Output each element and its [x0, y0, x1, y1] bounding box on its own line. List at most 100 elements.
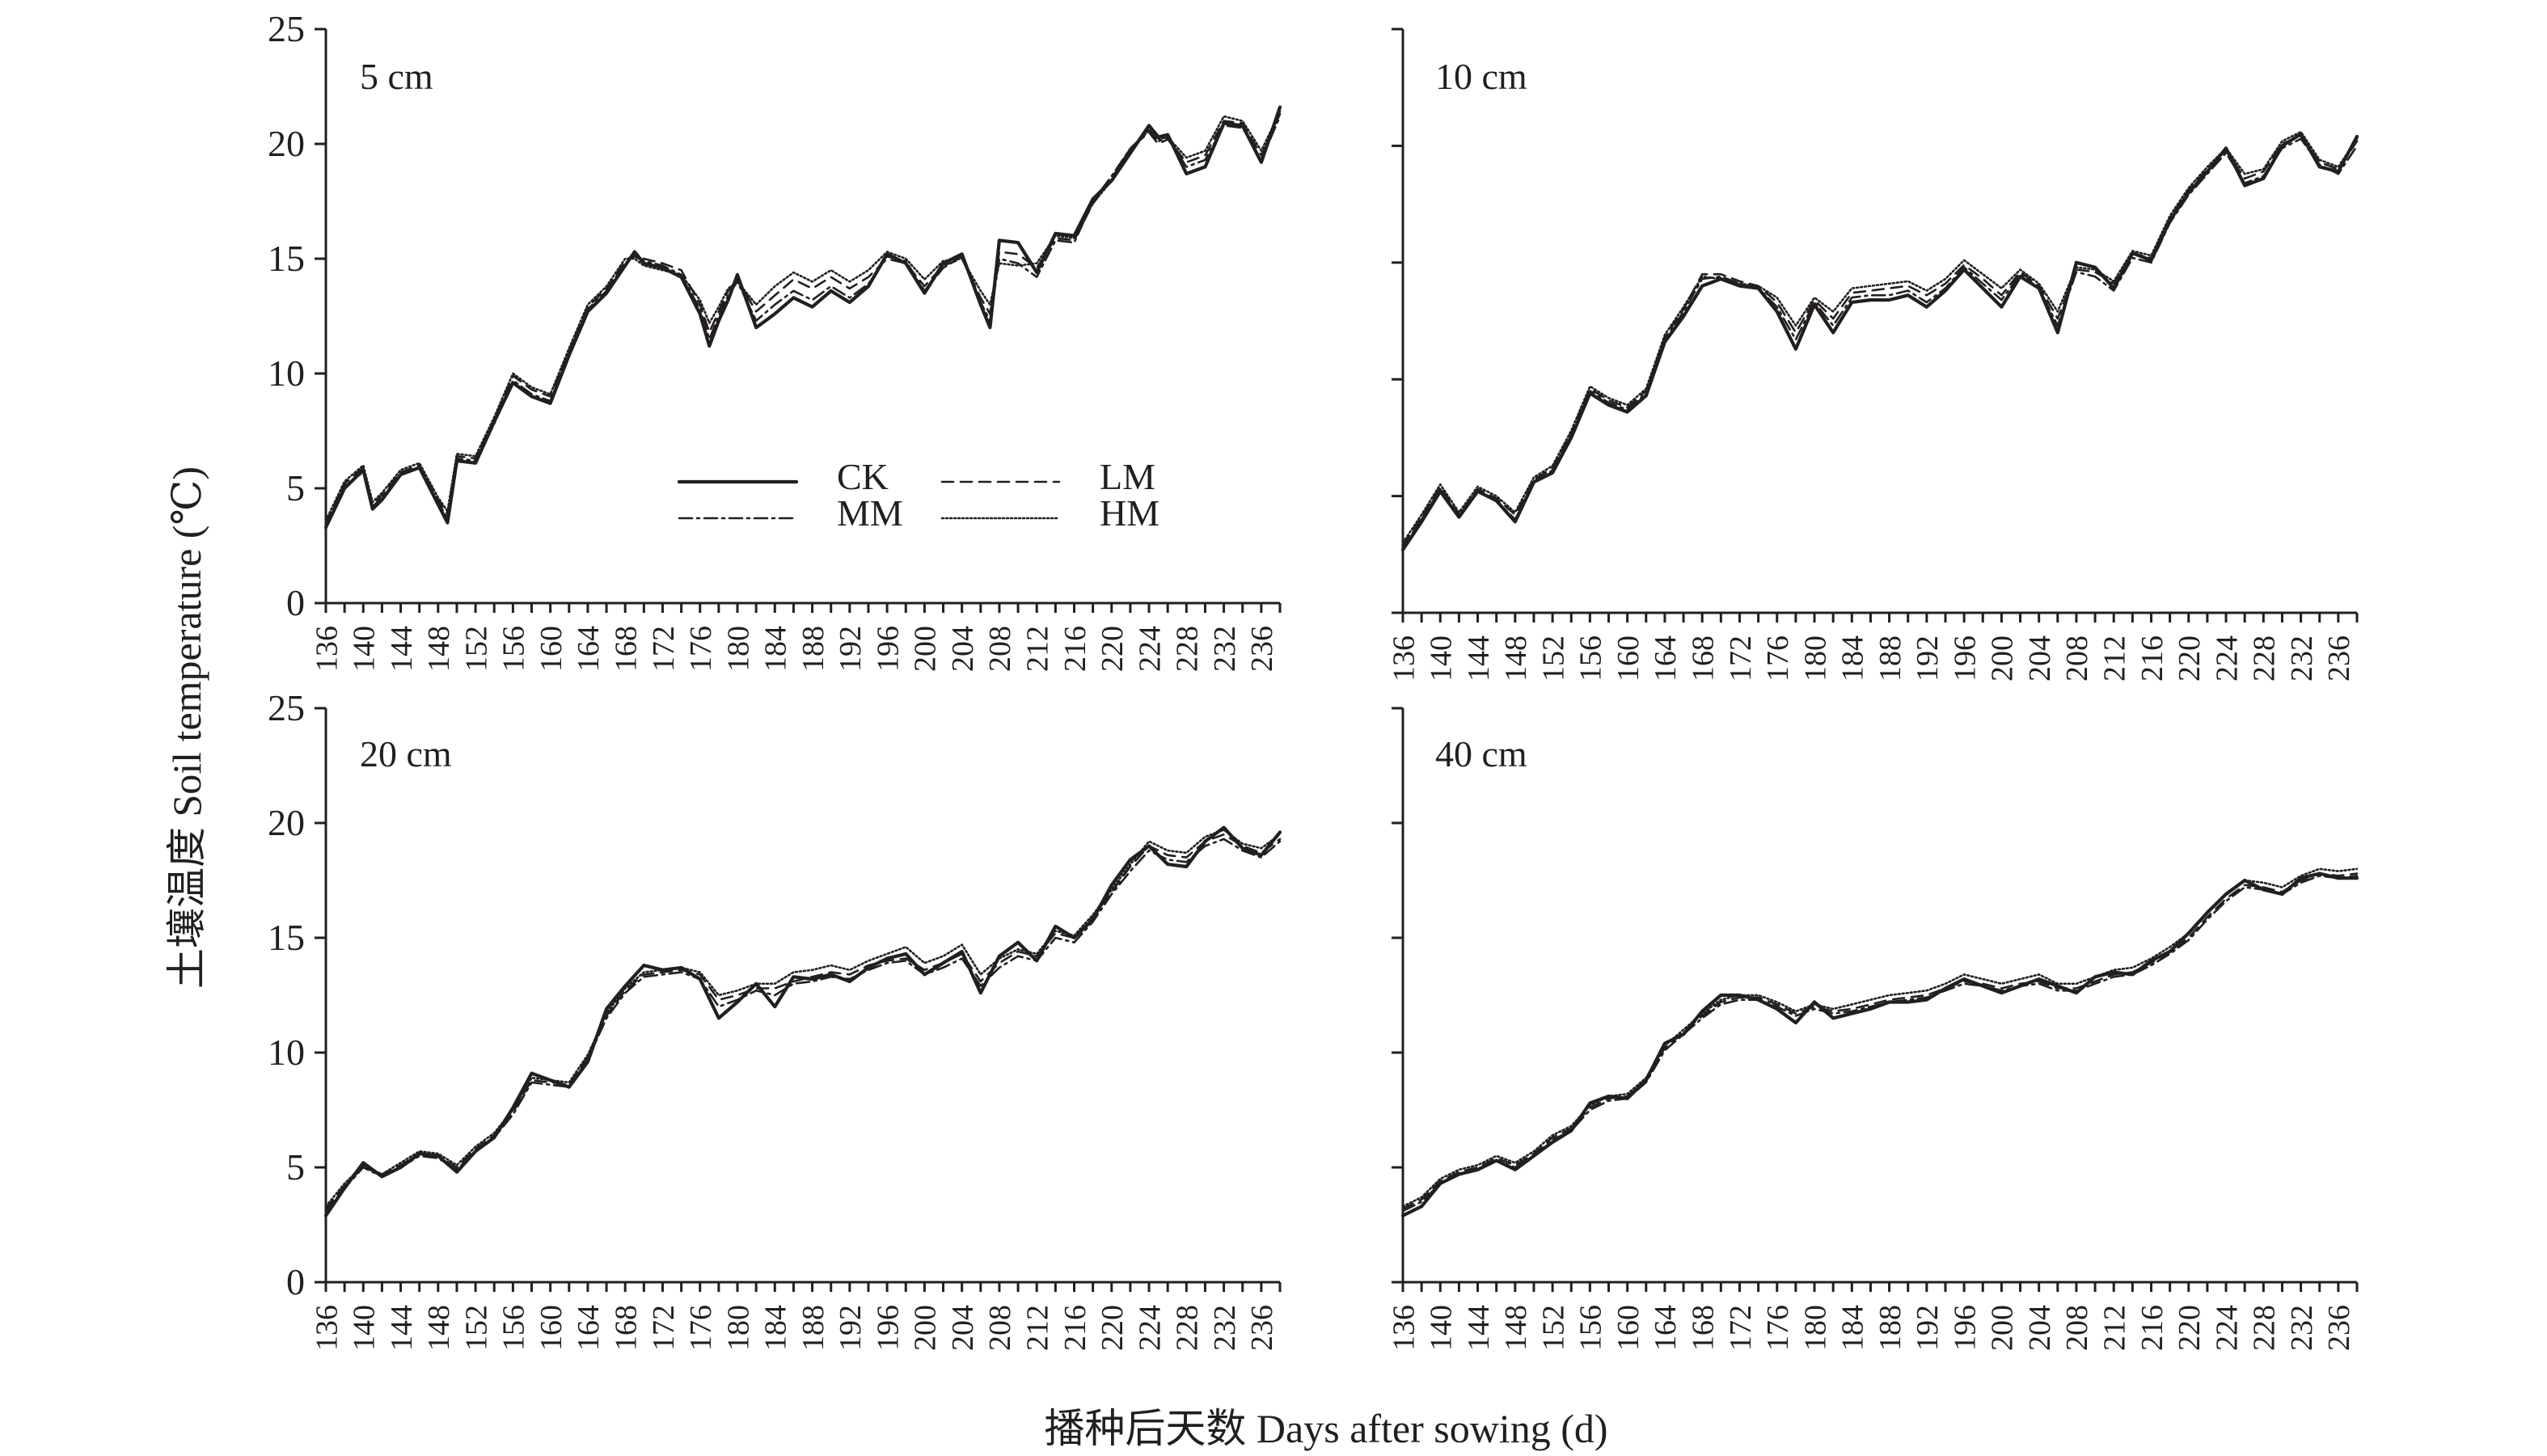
x-tick-label-5cm: 172: [647, 626, 681, 672]
series-line-lm-10cm: [1401, 135, 2359, 547]
x-tick-label-20cm: 204: [946, 1305, 980, 1351]
series-line-mm-20cm: [324, 838, 1282, 1213]
y-tick-label-20cm: 25: [268, 687, 305, 728]
x-tick-label-20cm: 212: [1021, 1305, 1055, 1351]
y-tick-label-20cm: 20: [268, 802, 305, 843]
x-tick-label-40cm: 184: [1836, 1305, 1870, 1351]
x-tick-label-5cm: 156: [497, 626, 531, 672]
x-tick-label-40cm: 180: [1798, 1305, 1832, 1351]
x-tick-label-40cm: 200: [1986, 1305, 2020, 1351]
x-tick-label-10cm: 180: [1798, 635, 1832, 682]
series-line-hm-20cm: [324, 829, 1282, 1208]
x-tick-label-10cm: 148: [1499, 635, 1533, 682]
series-line-mm-10cm: [1401, 137, 2359, 549]
series-line-lm-20cm: [324, 833, 1282, 1210]
x-tick-label-40cm: 220: [2173, 1305, 2207, 1351]
x-tick-label-10cm: 232: [2285, 635, 2319, 682]
x-tick-label-5cm: 224: [1133, 626, 1167, 672]
legend-label-mm: MM: [837, 492, 903, 534]
x-tick-label-5cm: 204: [946, 626, 980, 672]
x-tick-label-5cm: 144: [385, 626, 419, 672]
y-tick-label-5cm: 20: [268, 123, 305, 164]
legend-label-hm: HM: [1100, 492, 1159, 534]
x-axis-title: 播种后天数 Days after sowing (d): [1044, 1406, 1607, 1451]
series-line-mm-5cm: [324, 115, 1282, 526]
x-tick-label-5cm: 168: [609, 626, 643, 672]
y-tick-label-20cm: 0: [286, 1261, 305, 1302]
x-tick-label-20cm: 164: [572, 1305, 606, 1351]
x-tick-label-20cm: 140: [348, 1305, 382, 1351]
x-tick-label-5cm: 180: [721, 626, 755, 672]
x-tick-label-10cm: 136: [1387, 635, 1421, 682]
y-tick-label-20cm: 15: [268, 917, 305, 958]
x-tick-label-20cm: 232: [1208, 1305, 1242, 1351]
x-tick-label-40cm: 204: [2023, 1305, 2057, 1351]
x-tick-label-5cm: 184: [759, 626, 793, 672]
x-tick-label-5cm: 152: [459, 626, 493, 672]
x-tick-label-40cm: 136: [1387, 1305, 1421, 1351]
x-tick-label-40cm: 144: [1462, 1305, 1496, 1351]
x-tick-label-5cm: 212: [1021, 626, 1055, 672]
x-tick-label-40cm: 188: [1873, 1305, 1907, 1351]
x-tick-label-40cm: 196: [1948, 1305, 1982, 1351]
y-tick-label-5cm: 5: [286, 467, 305, 509]
x-tick-label-40cm: 212: [2098, 1305, 2132, 1351]
x-tick-label-20cm: 216: [1058, 1305, 1092, 1351]
legend-label-ck: CK: [837, 456, 889, 497]
x-tick-label-40cm: 168: [1686, 1305, 1720, 1351]
panel-label-20cm: 20 cm: [360, 733, 452, 774]
x-tick-label-20cm: 160: [534, 1305, 568, 1351]
series-line-lm-40cm: [1401, 872, 2359, 1210]
series-line-mm-40cm: [1401, 875, 2359, 1213]
series-line-hm-10cm: [1401, 130, 2359, 544]
x-tick-label-20cm: 136: [310, 1305, 344, 1351]
x-tick-label-40cm: 224: [2210, 1305, 2244, 1351]
x-tick-label-5cm: 232: [1208, 626, 1242, 672]
x-tick-label-5cm: 192: [834, 626, 868, 672]
x-tick-label-40cm: 140: [1425, 1305, 1459, 1351]
panel-label-5cm: 5 cm: [360, 56, 433, 97]
x-tick-label-10cm: 236: [2322, 635, 2356, 682]
panel-40cm: 136 140 144 148 152 156 160 164 168 172 176 180 184 1…: [1387, 707, 2359, 1351]
x-tick-label-5cm: 200: [909, 626, 943, 672]
x-tick-label-10cm: 228: [2248, 635, 2282, 682]
x-tick-label-10cm: 224: [2210, 635, 2244, 682]
x-tick-label-10cm: 204: [2023, 635, 2057, 682]
x-tick-label-40cm: 160: [1611, 1305, 1645, 1351]
x-tick-label-10cm: 160: [1611, 635, 1645, 682]
x-tick-label-10cm: 172: [1724, 635, 1758, 682]
x-tick-label-10cm: 140: [1425, 635, 1459, 682]
x-tick-label-20cm: 224: [1133, 1305, 1167, 1351]
x-tick-label-10cm: 208: [2060, 635, 2094, 682]
x-tick-label-10cm: 192: [1911, 635, 1945, 682]
legend-label-lm: LM: [1100, 456, 1155, 497]
x-tick-label-20cm: 176: [684, 1305, 718, 1351]
x-tick-label-10cm: 212: [2098, 635, 2132, 682]
x-tick-label-20cm: 148: [422, 1305, 456, 1351]
x-tick-label-5cm: 176: [684, 626, 718, 672]
y-tick-label-20cm: 5: [286, 1146, 305, 1188]
y-tick-label-20cm: 10: [268, 1032, 305, 1073]
x-tick-label-5cm: 136: [310, 626, 344, 672]
x-tick-label-40cm: 172: [1724, 1305, 1758, 1351]
x-tick-label-5cm: 228: [1171, 626, 1205, 672]
x-tick-label-40cm: 208: [2060, 1305, 2094, 1351]
x-tick-label-10cm: 216: [2135, 635, 2169, 682]
series-line-ck-10cm: [1400, 132, 2359, 552]
x-tick-label-20cm: 192: [834, 1305, 868, 1351]
panel-20cm: 0 5 10 15 20 25 136 140 144 148 152 156 160 164 168 172…: [268, 687, 1282, 1351]
x-tick-label-40cm: 164: [1649, 1305, 1683, 1351]
x-tick-label-10cm: 184: [1836, 635, 1870, 682]
x-tick-label-20cm: 196: [871, 1305, 905, 1351]
x-tick-label-20cm: 200: [909, 1305, 943, 1351]
x-tick-label-20cm: 184: [759, 1305, 793, 1351]
x-tick-label-40cm: 152: [1536, 1305, 1570, 1351]
x-tick-label-20cm: 220: [1096, 1305, 1130, 1351]
x-tick-label-10cm: 196: [1948, 635, 1982, 682]
x-tick-label-40cm: 192: [1911, 1305, 1945, 1351]
x-tick-label-40cm: 156: [1574, 1305, 1608, 1351]
y-tick-label-5cm: 25: [268, 8, 305, 49]
x-tick-label-20cm: 172: [647, 1305, 681, 1351]
x-tick-label-5cm: 236: [1245, 626, 1279, 672]
